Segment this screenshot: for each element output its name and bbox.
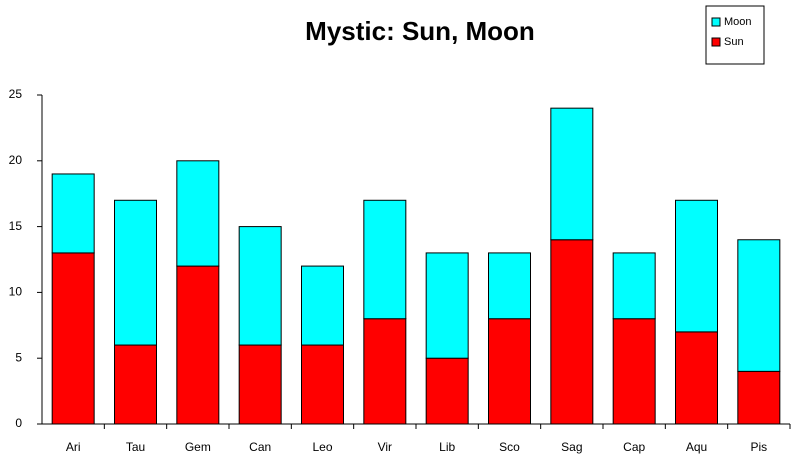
x-tick-label: Lib — [439, 440, 455, 454]
x-tick-label: Ari — [66, 440, 81, 454]
bar — [612, 252, 656, 320]
bar — [675, 199, 718, 333]
y-tick-label: 10 — [9, 285, 23, 299]
x-tick-label: Pis — [750, 440, 767, 454]
y-tick-label: 25 — [9, 87, 23, 101]
bar — [238, 344, 282, 425]
bar — [301, 265, 344, 346]
bar — [301, 344, 344, 425]
bar — [363, 318, 407, 425]
bar — [238, 226, 282, 346]
bar — [363, 199, 407, 320]
bar — [51, 173, 95, 254]
y-tick-label: 5 — [15, 350, 22, 364]
bar — [550, 239, 594, 425]
x-tick-label: Leo — [312, 440, 332, 454]
y-tick-label: 20 — [9, 153, 23, 167]
bar — [737, 239, 781, 372]
bar — [176, 160, 220, 267]
legend-label: Moon — [724, 16, 752, 28]
bar — [425, 357, 469, 425]
x-tick-label: Cap — [623, 440, 645, 454]
bar — [51, 252, 95, 425]
x-tick-label: Sag — [561, 440, 582, 454]
x-tick-label: Gem — [185, 440, 211, 454]
bar — [425, 252, 469, 359]
bar — [737, 370, 781, 425]
x-tick-label: Can — [249, 440, 271, 454]
bar — [550, 107, 594, 241]
y-tick-label: 15 — [9, 219, 23, 233]
x-tick-label: Aqu — [686, 440, 707, 454]
legend-box — [705, 5, 765, 65]
x-tick-label: Sco — [499, 440, 520, 454]
y-tick-label: 0 — [15, 416, 22, 430]
chart-title: Mystic: Sun, Moon — [305, 16, 535, 46]
legend-swatch — [711, 17, 721, 27]
legend-label: Sun — [724, 36, 744, 48]
x-tick-label: Vir — [378, 440, 392, 454]
bar — [114, 344, 157, 425]
bar — [488, 318, 531, 425]
bar — [675, 331, 718, 425]
x-tick-label: Tau — [126, 440, 145, 454]
legend-swatch — [711, 37, 721, 47]
bar — [612, 318, 656, 425]
bar — [488, 252, 531, 320]
bar — [176, 265, 220, 425]
bar — [114, 199, 157, 346]
